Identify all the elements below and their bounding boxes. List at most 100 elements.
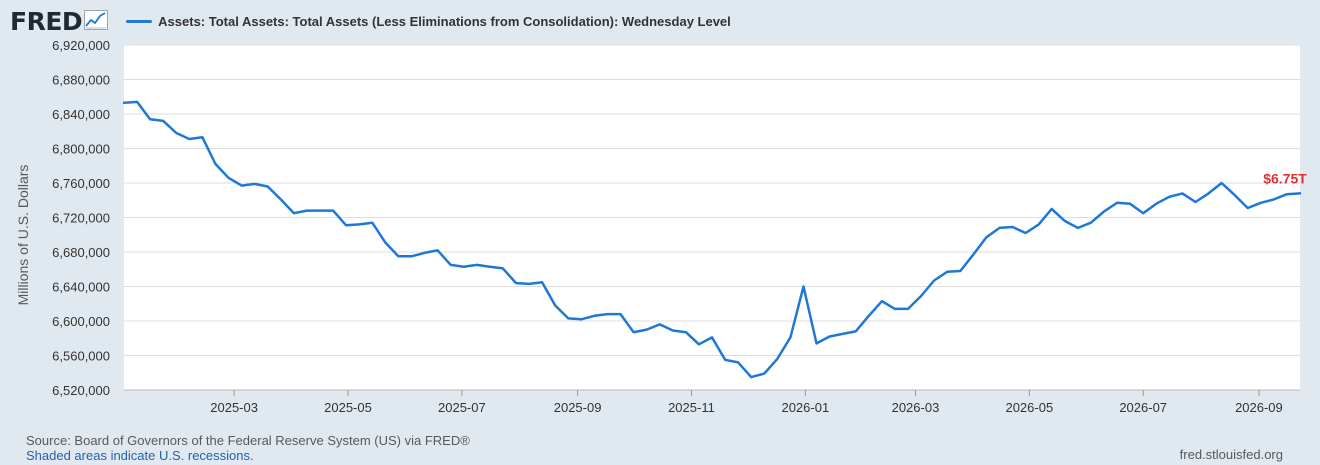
data-point: [293, 212, 295, 214]
data-point: [789, 336, 791, 338]
data-point: [842, 333, 844, 335]
data-point: [1116, 202, 1118, 204]
data-point: [201, 136, 203, 138]
data-point: [998, 227, 1000, 229]
y-tick-label: 6,800,000: [52, 142, 110, 157]
data-point: [240, 184, 242, 186]
data-point: [436, 249, 438, 251]
data-point: [815, 342, 817, 344]
data-point: [371, 222, 373, 224]
data-point: [280, 198, 282, 200]
y-tick-label: 6,760,000: [52, 176, 110, 191]
data-point: [802, 285, 804, 287]
data-point: [345, 224, 347, 226]
data-point: [489, 266, 491, 268]
data-point: [332, 209, 334, 211]
data-point: [541, 281, 543, 283]
data-point: [972, 253, 974, 255]
data-point: [123, 102, 125, 104]
data-point: [1090, 222, 1092, 224]
data-point: [319, 209, 321, 211]
data-point: [1286, 193, 1288, 195]
data-point: [1142, 212, 1144, 214]
data-point: [423, 252, 425, 254]
source-text: Source: Board of Governors of the Federa…: [26, 433, 470, 448]
x-tick-label: 2025-11: [668, 400, 715, 415]
data-point: [724, 359, 726, 361]
data-point: [162, 120, 164, 122]
data-point: [1077, 227, 1079, 229]
data-point: [476, 264, 478, 266]
legend: Assets: Total Assets: Total Assets (Less…: [126, 14, 731, 29]
data-point: [1168, 196, 1170, 198]
data-point: [985, 236, 987, 238]
data-point: [685, 331, 687, 333]
data-point: [1129, 203, 1131, 205]
data-point: [1064, 220, 1066, 222]
data-point: [1181, 192, 1183, 194]
x-tick-label: 2025-07: [438, 400, 486, 415]
data-point: [907, 308, 909, 310]
footer-source: Source: Board of Governors of the Federa…: [26, 433, 470, 463]
data-point: [606, 313, 608, 315]
data-point: [397, 255, 399, 257]
data-point: [659, 323, 661, 325]
y-axis: 6,520,000 6,560,000 6,600,000 6,640,000 6,68…: [52, 38, 110, 398]
data-point: [554, 304, 556, 306]
data-point: [254, 183, 256, 185]
data-point: [1194, 201, 1196, 203]
fred-site-link[interactable]: fred.stlouisfed.org: [1179, 447, 1283, 462]
fred-logo[interactable]: FRED: [10, 6, 109, 36]
data-point: [593, 315, 595, 317]
data-point: [776, 358, 778, 360]
data-point: [920, 295, 922, 297]
y-tick-label: 6,640,000: [52, 280, 110, 295]
data-point: [711, 336, 713, 338]
x-tick-label: 2026-05: [1005, 400, 1053, 415]
recession-note: Shaded areas indicate U.S. recessions.: [26, 448, 254, 463]
data-point: [1234, 194, 1236, 196]
series-group: [122, 100, 1302, 379]
data-point: [502, 267, 504, 269]
data-point: [528, 283, 530, 285]
data-point: [763, 372, 765, 374]
y-axis-label: Millions of U.S. Dollars: [15, 165, 31, 306]
data-point: [580, 318, 582, 320]
data-point: [959, 270, 961, 272]
data-point: [1207, 192, 1209, 194]
y-tick-label: 6,520,000: [52, 383, 110, 398]
data-point: [894, 308, 896, 310]
x-tick-label: 2026-07: [1119, 400, 1167, 415]
data-point: [188, 138, 190, 140]
x-axis: 2025-03 2025-05 2025-07 2025-09 2025-11 2026-…: [124, 389, 1300, 415]
data-point: [450, 264, 452, 266]
data-point: [698, 343, 700, 345]
data-point: [619, 313, 621, 315]
data-point: [175, 132, 177, 134]
data-point: [306, 209, 308, 211]
data-point: [463, 266, 465, 268]
data-point: [515, 282, 517, 284]
series-line: [122, 100, 1302, 379]
data-point: [149, 118, 151, 120]
data-point: [1299, 192, 1301, 194]
data-point: [881, 300, 883, 302]
data-point: [214, 163, 216, 165]
y-tick-label: 6,840,000: [52, 107, 110, 122]
data-point: [868, 315, 870, 317]
data-point: [1051, 208, 1053, 210]
data-point: [1247, 207, 1249, 209]
data-point: [267, 185, 269, 187]
data-point: [1220, 182, 1222, 184]
data-point: [1260, 202, 1262, 204]
data-point: [1103, 210, 1105, 212]
data-point: [737, 361, 739, 363]
data-point: [1024, 232, 1026, 234]
data-point: [855, 330, 857, 332]
fred-logo-text: FRED: [10, 6, 83, 36]
x-tick-label: 2026-09: [1235, 400, 1283, 415]
data-point: [828, 335, 830, 337]
data-point: [632, 331, 634, 333]
y-tick-label: 6,560,000: [52, 349, 110, 364]
